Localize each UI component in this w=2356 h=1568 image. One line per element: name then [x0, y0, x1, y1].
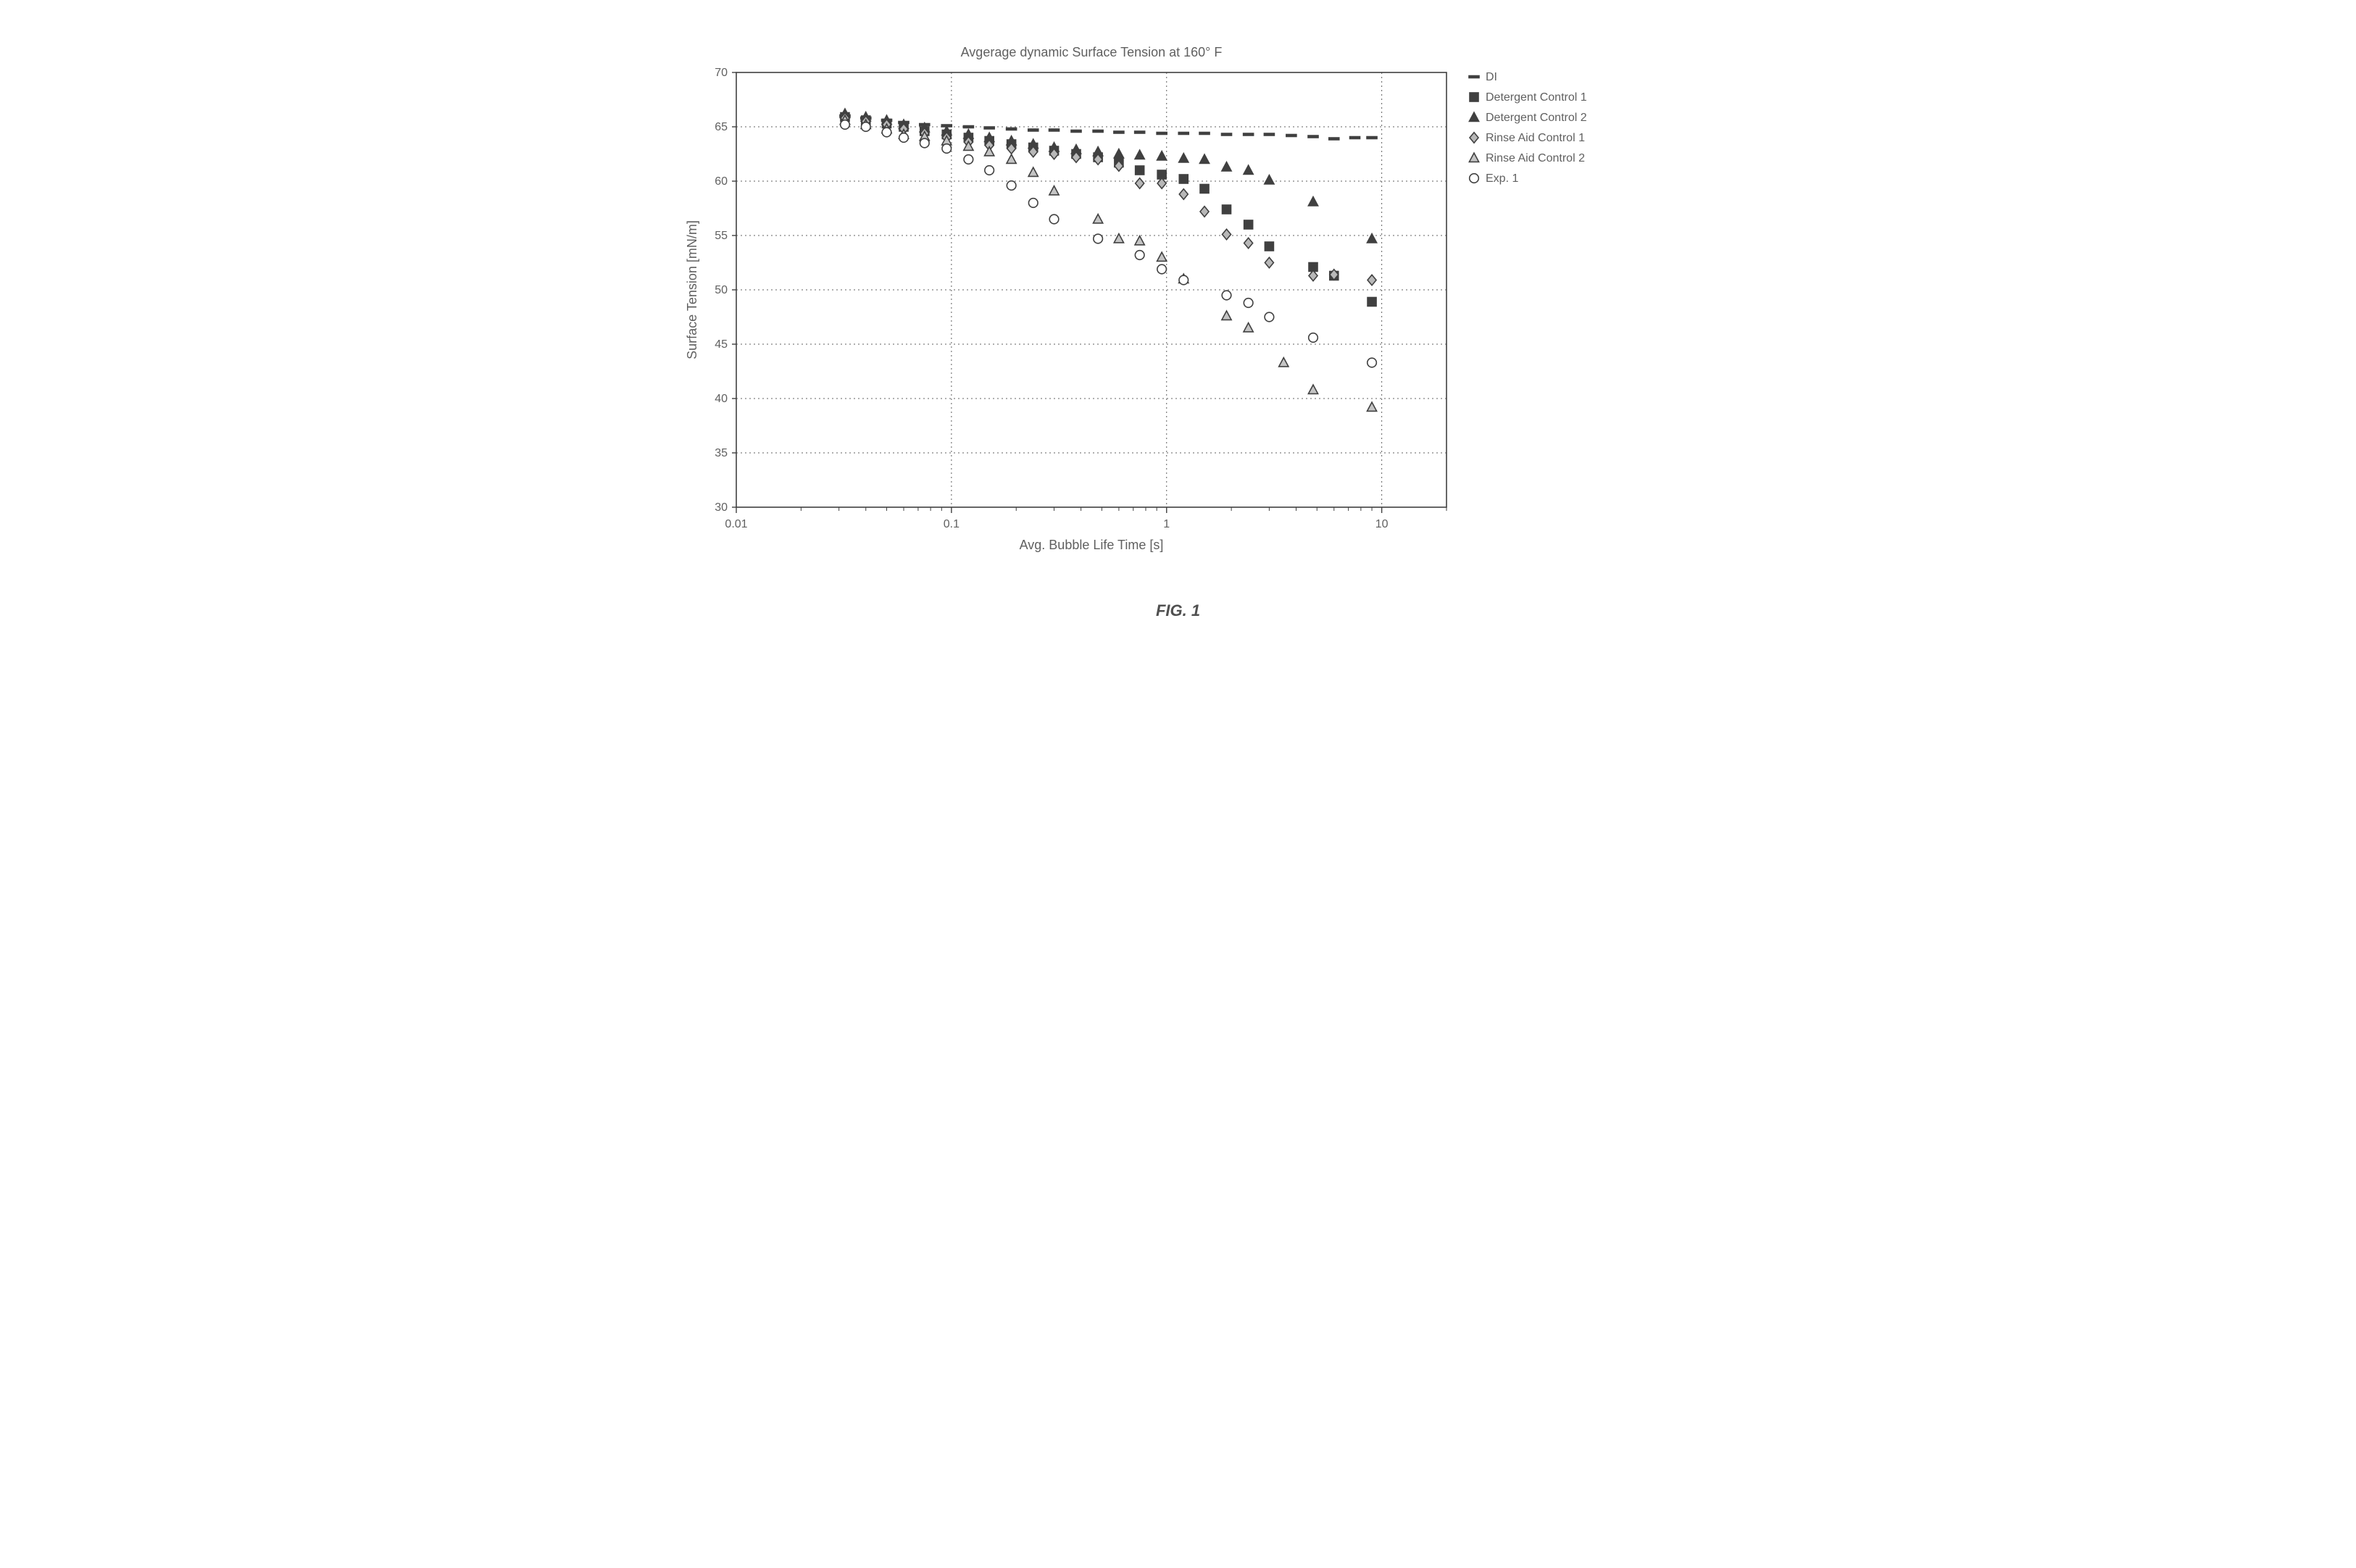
y-tick-label: 35	[715, 447, 728, 459]
y-tick-label: 60	[715, 175, 728, 188]
y-tick-label: 40	[715, 393, 728, 405]
legend-item: Rinse Aid Control 1	[1470, 132, 1585, 144]
x-tick-label: 10	[1375, 518, 1388, 530]
legend-label: Rinse Aid Control 1	[1486, 132, 1585, 144]
legend-item: DI	[1468, 71, 1497, 83]
y-tick-label: 70	[715, 67, 728, 79]
y-axis-label: Surface Tension [mN/m]	[685, 220, 699, 359]
figure-wrap: Avgerage dynamic Surface Tension at 160°…	[671, 29, 1686, 620]
series	[840, 115, 1376, 411]
chart-title: Avgerage dynamic Surface Tension at 160°…	[960, 45, 1222, 59]
legend-label: Detergent Control 2	[1486, 112, 1587, 124]
y-tick-label: 30	[715, 501, 728, 514]
series	[840, 120, 1376, 367]
legend-label: Exp. 1	[1486, 172, 1518, 185]
legend-label: Detergent Control 1	[1486, 91, 1587, 104]
y-tick-label: 55	[715, 230, 728, 242]
y-tick-label: 45	[715, 338, 728, 351]
legend-item: Detergent Control 2	[1469, 112, 1586, 124]
y-tick-label: 50	[715, 284, 728, 296]
y-tick-label: 65	[715, 121, 728, 133]
plot-border	[736, 72, 1447, 507]
legend: DI Detergent Control 1 Detergent Control 2…	[1468, 71, 1587, 185]
legend-item: Exp. 1	[1469, 172, 1518, 185]
x-tick-label: 0.01	[725, 518, 747, 530]
legend-item: Rinse Aid Control 2	[1469, 152, 1585, 164]
figure-caption: FIG. 1	[671, 601, 1686, 620]
x-tick-label: 1	[1163, 518, 1170, 530]
chart-svg: Avgerage dynamic Surface Tension at 160°…	[671, 29, 1649, 565]
legend-item: Detergent Control 1	[1470, 91, 1587, 104]
legend-label: Rinse Aid Control 2	[1486, 152, 1585, 164]
legend-label: DI	[1486, 71, 1497, 83]
scatter-chart: Avgerage dynamic Surface Tension at 160°…	[671, 29, 1686, 565]
x-tick-label: 0.1	[943, 518, 959, 530]
x-axis-label: Avg. Bubble Life Time [s]	[1019, 538, 1163, 552]
